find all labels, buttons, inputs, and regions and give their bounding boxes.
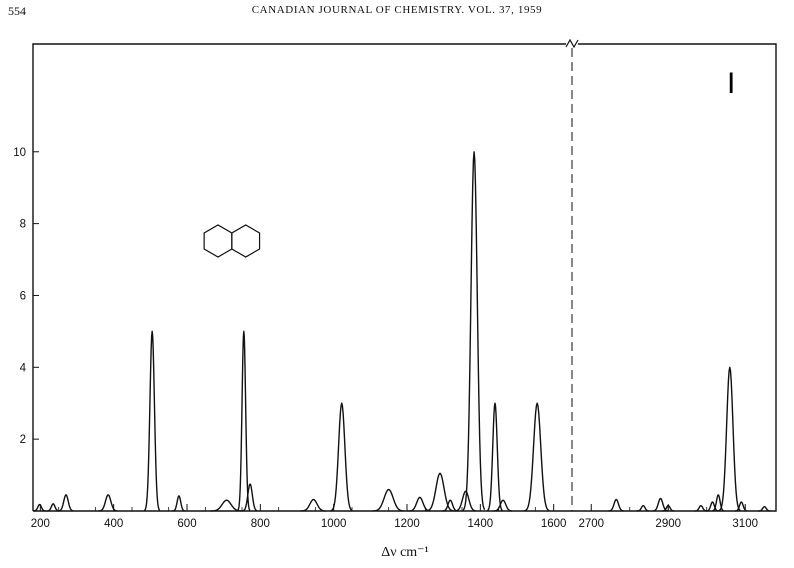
decalin-icon [203, 224, 261, 258]
axis-break-top [565, 38, 579, 49]
spectrum-peak [493, 499, 513, 512]
plot-frame [32, 38, 777, 512]
x-tick-label: 800 [251, 518, 270, 530]
hexagon-ring [231, 224, 261, 258]
spectrum-peak [57, 494, 74, 512]
spectrum-peak [711, 494, 725, 512]
hexagon-ring [203, 224, 233, 258]
x-tick-label: 2700 [578, 518, 604, 530]
spectrum-peak [705, 501, 719, 512]
x-tick-label: 1000 [321, 518, 347, 530]
spectrum-peak [330, 402, 353, 512]
spectrum-peak [718, 366, 741, 512]
x-tick-label: 1400 [468, 518, 494, 530]
spectrum-peak [408, 496, 431, 512]
y-tick-label: 10 [13, 147, 26, 159]
spectrum-peak [462, 151, 486, 511]
journal-header: CANADIAN JOURNAL OF CHEMISTRY. VOL. 37, … [251, 4, 543, 16]
spectrum-peak [372, 488, 404, 512]
page-number: 554 [8, 4, 26, 18]
y-tick-label: 2 [20, 434, 26, 446]
spectrum-peak [172, 495, 186, 512]
spectrum-peak [734, 501, 748, 512]
spectrum-peak [32, 503, 46, 512]
spectrum-peak [694, 504, 708, 512]
spectrum-peak [46, 503, 60, 512]
y-tick-label: 4 [20, 362, 27, 374]
y-tick-label: 6 [20, 290, 26, 302]
spectrum-peak [143, 330, 161, 512]
x-tick-label: 1600 [541, 518, 567, 530]
spectrum-peak [661, 504, 675, 512]
spectrum-peak [636, 504, 650, 512]
spectrum-peak [241, 483, 258, 512]
x-tick-label: 1200 [394, 518, 420, 530]
spectrum-peak [210, 499, 242, 512]
x-tick-label: 3100 [732, 518, 758, 530]
y-axis: 2 4 6 8 10 [13, 147, 39, 446]
panel-label: I [727, 67, 735, 100]
x-axis-label: Δν cm⁻¹ [381, 545, 429, 560]
x-axis: 200 400 600 800 1000 1200 1400 1600 2700 2900 3100 [31, 504, 758, 530]
spectrum-peak [757, 505, 771, 512]
frame-right-bottom [33, 43, 777, 512]
spectrum-peak [425, 472, 454, 512]
spectrum-peak [608, 498, 624, 512]
x-tick-label: 2900 [655, 518, 681, 530]
spectrum-peak [486, 402, 503, 512]
x-tick-label: 400 [104, 518, 123, 530]
frame-left-top [32, 43, 566, 511]
spectrum-peak [236, 330, 251, 512]
spectrum-peak [442, 499, 458, 512]
spectrum-peak [300, 498, 326, 512]
spectrum-peak [524, 402, 550, 512]
y-tick-label: 8 [20, 219, 26, 231]
spectrum-peak [98, 494, 118, 512]
spectrum-lines [32, 151, 771, 512]
spectrum-peak [454, 490, 477, 512]
x-tick-label: 600 [177, 518, 196, 530]
x-tick-label: 200 [31, 518, 50, 530]
